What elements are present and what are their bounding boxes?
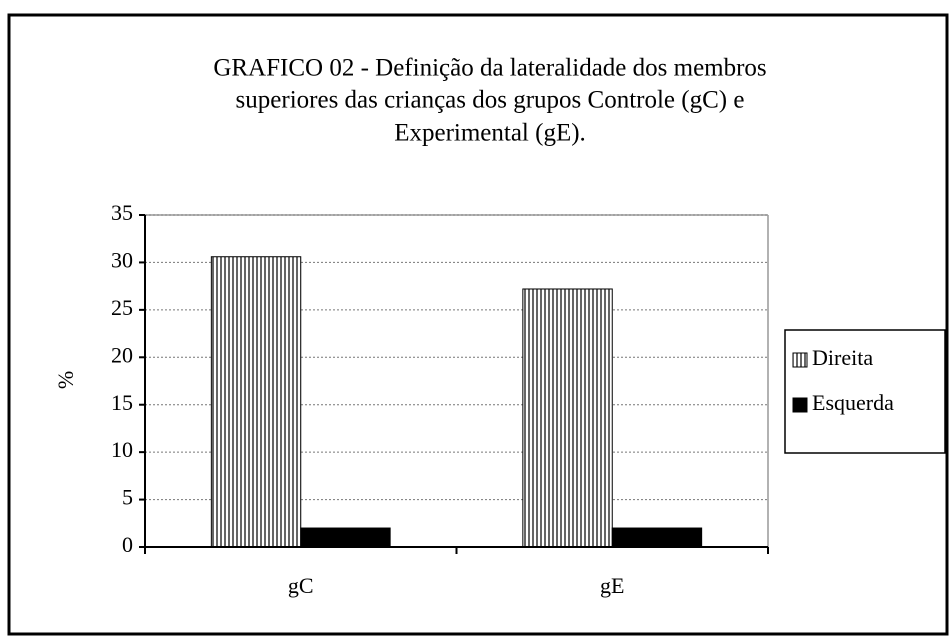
y-tick-label: 5 <box>122 485 133 510</box>
chart-title: superiores das crianças dos grupos Contr… <box>236 87 745 114</box>
y-tick-label: 30 <box>111 247 133 272</box>
y-tick-label: 15 <box>111 390 133 415</box>
y-tick-label: 35 <box>111 200 133 225</box>
legend-swatch <box>792 352 808 368</box>
x-tick-label: gC <box>288 573 314 598</box>
bar <box>210 256 302 548</box>
legend-label: Esquerda <box>812 390 894 415</box>
y-axis-label: % <box>53 371 78 389</box>
y-tick-label: 10 <box>111 437 133 462</box>
chart-title: Experimental (gE). <box>394 120 586 147</box>
legend-swatch <box>792 397 808 413</box>
chart-title: GRAFICO 02 - Definição da lateralidade d… <box>213 55 766 82</box>
y-tick-label: 0 <box>122 532 133 557</box>
frame <box>7 13 949 636</box>
bar <box>522 288 613 548</box>
legend-label: Direita <box>812 345 873 370</box>
legend <box>784 329 946 454</box>
y-tick-label: 25 <box>111 295 133 320</box>
x-tick-label: gE <box>600 573 624 598</box>
bar <box>611 527 703 548</box>
y-tick-label: 20 <box>111 342 133 367</box>
bar <box>300 527 391 548</box>
